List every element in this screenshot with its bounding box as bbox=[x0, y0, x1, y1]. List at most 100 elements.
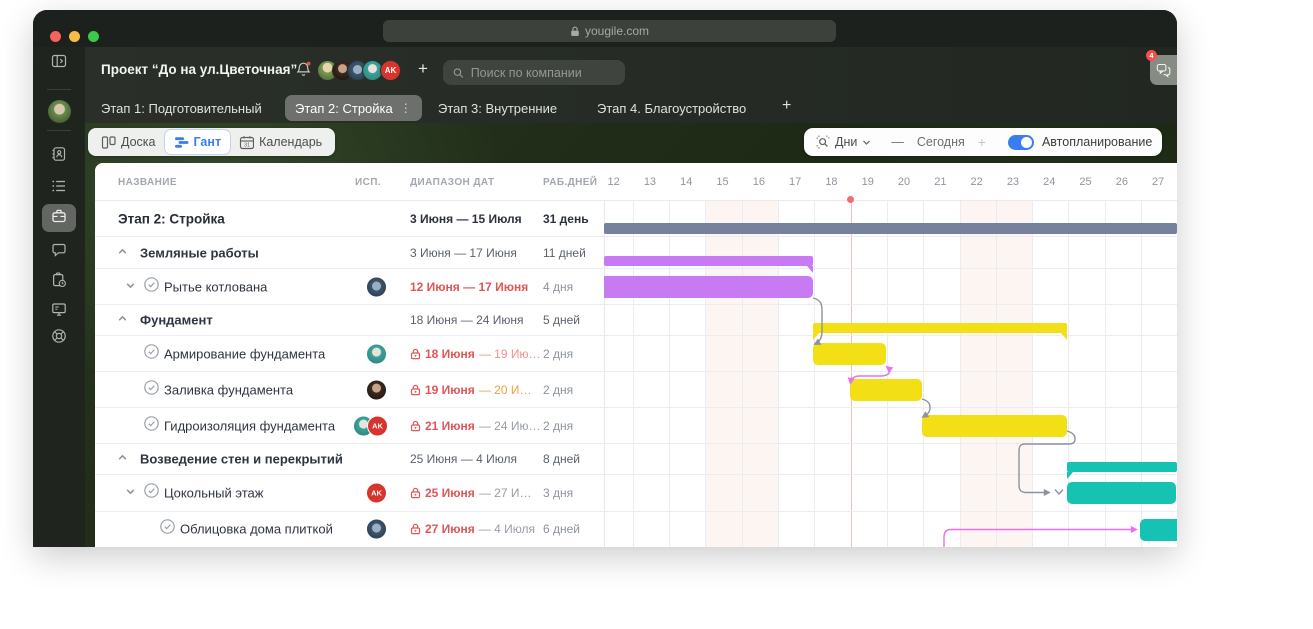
sidebar-item-support[interactable] bbox=[33, 324, 85, 352]
timeline-day-label: 23 bbox=[1006, 176, 1020, 188]
task-bar[interactable] bbox=[813, 343, 886, 365]
assignee-avatar[interactable] bbox=[366, 518, 387, 540]
workdays-value: 5 дней bbox=[543, 313, 581, 327]
view-доска[interactable]: Доска bbox=[92, 130, 165, 154]
sidebar-item-chats[interactable] bbox=[33, 238, 85, 266]
task-bar[interactable] bbox=[604, 276, 814, 298]
sidebar-item-desktop[interactable] bbox=[33, 297, 85, 325]
minimize-window-button[interactable] bbox=[69, 31, 80, 42]
view-label: Гант bbox=[193, 135, 222, 149]
timeline-day-label: 25 bbox=[1079, 176, 1092, 188]
collapse-chevron-icon[interactable] bbox=[125, 278, 136, 296]
summary-bar[interactable] bbox=[813, 323, 1068, 340]
task-check-icon[interactable] bbox=[144, 379, 159, 400]
sidebar-divider bbox=[47, 89, 71, 90]
table-row[interactable]: Армирование фундамента 18 Июня — 19 Ию… 2 … bbox=[95, 336, 1177, 372]
timeline-day-label: 19 bbox=[861, 176, 874, 188]
timeline-day-label: 18 bbox=[825, 176, 838, 188]
address-bar[interactable]: yougile.com bbox=[383, 20, 836, 42]
collapse-chevron-icon[interactable] bbox=[117, 450, 128, 468]
assignee-avatar[interactable]: AK bbox=[366, 482, 387, 504]
scale-select[interactable]: Дни bbox=[816, 135, 871, 149]
view-label: Доска bbox=[121, 135, 156, 149]
sidebar-item-contacts[interactable] bbox=[33, 142, 85, 170]
tab-stage-3[interactable]: Этап 3: Внутренние bbox=[438, 95, 557, 121]
search-input[interactable] bbox=[470, 65, 615, 80]
browser-chrome: yougile.com bbox=[33, 10, 1177, 47]
table-row[interactable]: Возведение стен и перекрытий 25 Июня — 4 … bbox=[95, 444, 1177, 475]
tab-stage-2[interactable]: Этап 2: Стройка ⋮ bbox=[285, 95, 422, 121]
add-stage-button[interactable]: + bbox=[782, 97, 792, 114]
tab-stage-1[interactable]: Этап 1: Подготовительный bbox=[101, 95, 262, 121]
row-name: Фундамент bbox=[140, 312, 213, 328]
sidebar-divider bbox=[47, 130, 71, 131]
sidebar-item-projects[interactable] bbox=[33, 204, 85, 232]
task-check-icon[interactable] bbox=[144, 482, 159, 503]
company-search[interactable] bbox=[443, 60, 625, 85]
task-check-icon[interactable] bbox=[144, 343, 159, 364]
row-name: Армирование фундамента bbox=[164, 346, 326, 361]
date-text: 27 Июня bbox=[425, 522, 475, 536]
task-bar[interactable] bbox=[1140, 518, 1177, 541]
task-bar[interactable] bbox=[1067, 482, 1177, 505]
board-icon bbox=[101, 135, 116, 150]
assignee-avatar[interactable] bbox=[366, 276, 387, 297]
timeline-day-label: 22 bbox=[970, 176, 983, 188]
task-bar[interactable] bbox=[922, 415, 1068, 437]
sidebar-item-collapse-panel[interactable] bbox=[33, 49, 85, 77]
project-title: Проект “До на ул.Цветочная” bbox=[101, 62, 298, 77]
view-календарь[interactable]: 31 Календарь bbox=[230, 130, 331, 154]
tab-menu-icon[interactable]: ⋮ bbox=[399, 101, 412, 115]
collapse-chevron-icon[interactable] bbox=[125, 484, 136, 502]
zoom-window-button[interactable] bbox=[88, 31, 99, 42]
summary-bar[interactable] bbox=[604, 256, 814, 273]
workdays-value: 2 дня bbox=[543, 346, 574, 361]
table-row[interactable]: Облицовка дома плиткой 27 Июня — 4 Июля 6 … bbox=[95, 512, 1177, 547]
grid-line bbox=[959, 201, 961, 547]
tab-label: Этап 3: Внутренние bbox=[438, 100, 558, 116]
table-row[interactable]: Заливка фундамента 19 Июня — 20 И… 2 дня bbox=[95, 372, 1177, 408]
workdays-value: 11 дней bbox=[543, 245, 586, 260]
tab-stage-4[interactable]: Этап 4. Благоустройство bbox=[597, 95, 746, 121]
table-row[interactable]: Гидроизоляция фундамента AK 21 Июня — 24 И… bbox=[95, 408, 1177, 444]
collapse-chevron-icon[interactable] bbox=[117, 244, 128, 262]
assignee-avatar[interactable] bbox=[366, 343, 387, 364]
sidebar-item-planner[interactable] bbox=[33, 268, 85, 296]
timeline-day-label: 24 bbox=[1043, 176, 1056, 188]
collapse-chevron-icon[interactable] bbox=[117, 311, 128, 329]
assignee-avatar[interactable] bbox=[366, 379, 387, 400]
date-range: 27 Июня — 4 Июля bbox=[410, 522, 535, 536]
task-check-icon[interactable] bbox=[144, 415, 159, 436]
notifications-button[interactable] bbox=[295, 61, 312, 83]
timeline-day-label: 12 bbox=[607, 176, 620, 188]
view-гант[interactable]: Гант bbox=[164, 130, 231, 154]
lock-icon bbox=[410, 523, 421, 535]
table-row[interactable]: Этап 2: Стройка 3 Июня — 15 Июля 31 день bbox=[95, 201, 1177, 237]
sidebar-item-tasks-list[interactable] bbox=[33, 174, 85, 202]
table-row[interactable]: Земляные работы 3 Июня — 17 Июня 11 дней bbox=[95, 237, 1177, 269]
assignee-avatar[interactable]: AK bbox=[367, 415, 388, 436]
zoom-out-button[interactable]: — bbox=[891, 135, 904, 149]
task-check-icon[interactable] bbox=[160, 519, 175, 539]
table-row[interactable]: Цокольный этаж AK 25 Июня — 27 И… 3 дня bbox=[95, 475, 1177, 512]
today-button[interactable]: Сегодня bbox=[916, 135, 965, 149]
timeline-day-label: 14 bbox=[680, 176, 693, 188]
avatar[interactable]: AK bbox=[380, 60, 401, 81]
add-member-button[interactable]: + bbox=[418, 59, 428, 78]
timeline-day-label: 27 bbox=[1152, 176, 1165, 188]
sidebar-profile-avatar[interactable] bbox=[33, 97, 85, 125]
table-row[interactable]: Фундамент 18 Июня — 24 Июня 5 дней bbox=[95, 305, 1177, 336]
summary-bar[interactable] bbox=[1067, 462, 1177, 479]
bell-icon bbox=[296, 61, 311, 76]
close-window-button[interactable] bbox=[50, 31, 61, 42]
date-range: 3 Июня — 15 Июля bbox=[410, 212, 522, 226]
table-row[interactable]: Рытье котлована 12 Июня — 17 Июня 4 дня bbox=[95, 269, 1177, 305]
summary-bar[interactable] bbox=[604, 223, 1177, 234]
task-check-icon[interactable] bbox=[144, 276, 159, 297]
zoom-in-button[interactable]: + bbox=[977, 134, 986, 150]
app-sidebar bbox=[33, 47, 85, 547]
date-text: 18 Июня — 24 Июня bbox=[410, 313, 524, 327]
autoplan-toggle[interactable] bbox=[1007, 134, 1034, 150]
date-text: 25 Июня bbox=[425, 485, 475, 500]
date-range: 18 Июня — 19 Ию… bbox=[410, 347, 540, 361]
